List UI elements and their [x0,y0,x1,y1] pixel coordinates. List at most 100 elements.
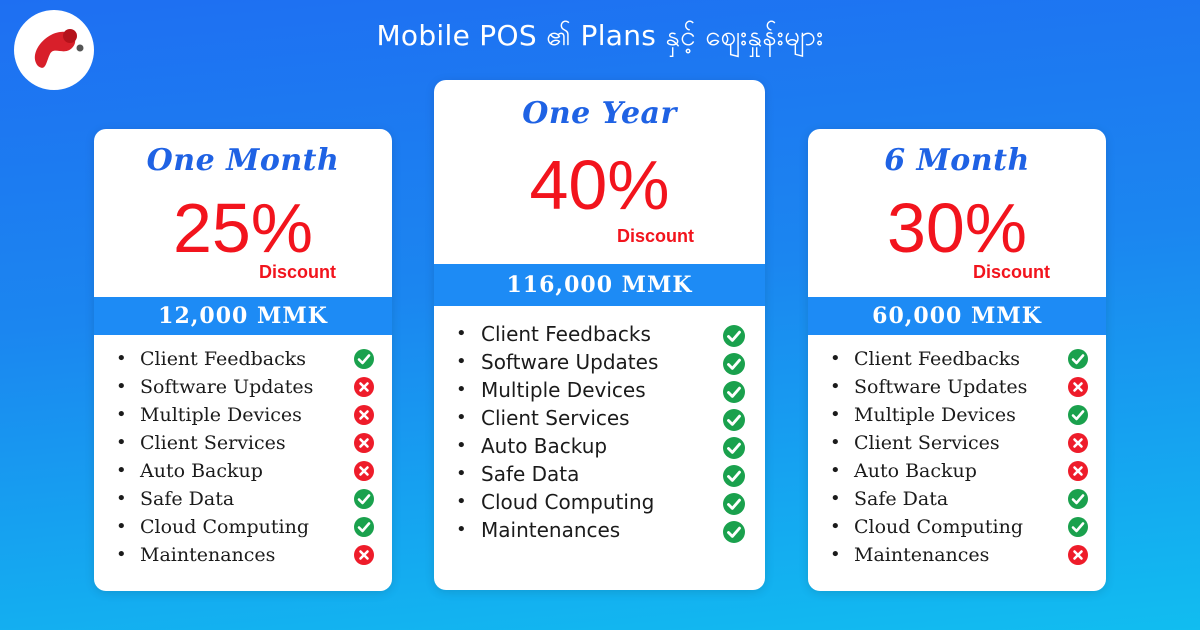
cross-icon [354,377,374,397]
feature-item: • Maintenances [94,541,392,569]
feature-label: Auto Backup [140,460,263,482]
discount-value: 30% [886,189,1028,267]
check-icon [354,349,374,369]
cross-icon [354,461,374,481]
feature-label: Multiple Devices [140,404,302,426]
bullet-icon: • [830,488,841,509]
feature-item: • Maintenances [434,516,765,544]
cross-icon [1068,433,1088,453]
bullet-icon: • [116,348,127,369]
feature-label: Auto Backup [854,460,977,482]
feature-label: Maintenances [140,544,276,566]
bullet-icon: • [116,404,127,425]
discount-value: 25% [172,189,314,267]
page-title: Mobile POS ၏ Plans နှင့် ဈေးနှုန်းများ [376,19,824,52]
check-icon [1068,405,1088,425]
discount-label: Discount [973,262,1051,282]
discount-label: Discount [259,262,337,282]
feature-item: • Maintenances [808,541,1106,569]
check-icon [723,437,745,459]
brand-logo [14,10,94,90]
price-band: 116,000 MMK [434,264,765,306]
cross-icon [1068,461,1088,481]
feature-list: • Client Feedbacks • Software Updates • Multi… [434,320,765,544]
feature-item: • Safe Data [94,485,392,513]
feature-item: • Software Updates [94,373,392,401]
feature-item: • Client Feedbacks [94,345,392,373]
feature-item: • Software Updates [808,373,1106,401]
feature-list: • Client Feedbacks • Software Updates • Multi… [808,345,1106,569]
feature-label: Multiple Devices [481,378,646,402]
feature-item: • Multiple Devices [808,401,1106,429]
check-icon [354,517,374,537]
bullet-icon: • [116,460,127,481]
check-icon [723,521,745,543]
feature-label: Cloud Computing [854,516,1023,538]
bullet-icon: • [456,323,467,344]
feature-label: Software Updates [854,376,1028,398]
feature-label: Client Feedbacks [140,348,307,370]
feature-label: Auto Backup [481,434,608,458]
feature-item: • Software Updates [434,348,765,376]
feature-item: • Client Services [808,429,1106,457]
bullet-icon: • [116,432,127,453]
price-band: 12,000 MMK [94,297,392,335]
bullet-icon: • [830,516,841,537]
bullet-icon: • [456,519,467,540]
feature-item: • Cloud Computing [808,513,1106,541]
cross-icon [1068,377,1088,397]
check-icon [723,493,745,515]
feature-item: • Safe Data [808,485,1106,513]
bullet-icon: • [830,432,841,453]
feature-item: • Client Services [434,404,765,432]
cross-icon [354,405,374,425]
feature-label: Client Services [481,406,630,430]
bullet-icon: • [116,516,127,537]
feature-label: Client Feedbacks [481,322,651,346]
bullet-icon: • [456,351,467,372]
check-icon [723,381,745,403]
bullet-icon: • [456,407,467,428]
feature-list: • Client Feedbacks • Software Updates • Multi… [94,345,392,569]
check-icon [723,353,745,375]
feature-item: • Multiple Devices [434,376,765,404]
feature-item: • Auto Backup [434,432,765,460]
brand-logo-icon [34,29,84,68]
feature-item: • Auto Backup [94,457,392,485]
plan-card-six-month: 6 Month 30% Discount 60,000 MMK • Client … [808,129,1106,591]
feature-label: Cloud Computing [140,516,309,538]
feature-label: Safe Data [854,488,949,510]
bullet-icon: • [456,463,467,484]
feature-item: • Client Feedbacks [808,345,1106,373]
check-icon [1068,517,1088,537]
feature-item: • Safe Data [434,460,765,488]
cross-icon [354,433,374,453]
plan-card-one-year: One Year 40% Discount 116,000 MMK • Clien… [434,80,765,590]
bullet-icon: • [456,379,467,400]
bullet-icon: • [116,488,127,509]
feature-label: Client Feedbacks [854,348,1021,370]
plan-name: One Month [146,143,340,178]
feature-item: • Auto Backup [808,457,1106,485]
feature-label: Safe Data [140,488,235,510]
check-icon [723,409,745,431]
bullet-icon: • [830,404,841,425]
check-icon [723,465,745,487]
bullet-icon: • [116,544,127,565]
bullet-icon: • [830,460,841,481]
cross-icon [354,545,374,565]
discount-value: 40% [529,146,670,224]
feature-label: Cloud Computing [481,490,655,514]
feature-label: Maintenances [481,518,621,542]
feature-item: • Cloud Computing [94,513,392,541]
bullet-icon: • [830,544,841,565]
cross-icon [1068,545,1088,565]
plan-card-one-month: One Month 25% Discount 12,000 MMK • Clien… [94,129,392,591]
feature-label: Maintenances [854,544,990,566]
feature-label: Software Updates [140,376,314,398]
feature-label: Software Updates [481,350,659,374]
feature-item: • Multiple Devices [94,401,392,429]
check-icon [1068,489,1088,509]
bullet-icon: • [830,348,841,369]
bullet-icon: • [830,376,841,397]
